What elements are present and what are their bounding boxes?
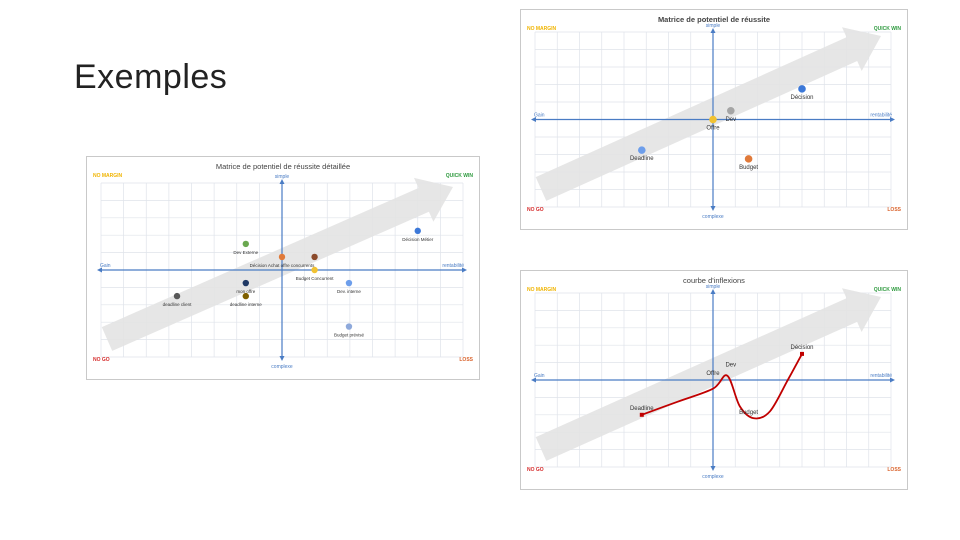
axis-label-right: rentabilité [870, 373, 892, 379]
data-point [278, 253, 286, 261]
corner-label-no-margin: NO MARGIN [527, 26, 557, 32]
corner-label-loss: LOSS [887, 467, 901, 473]
x-axis-arrowhead-right [462, 267, 467, 273]
chart-title: Matrice de potentiel de réussite détaill… [216, 162, 350, 171]
data-point [242, 279, 249, 287]
data-point [345, 279, 353, 287]
data-point-label: Décision Achat offre concurrents [250, 263, 315, 268]
matrix-svg: simple complexe Gain rentabilité Matrice de … [527, 15, 902, 220]
corner-label-no-go: NO GO [93, 357, 110, 363]
axis-label-right: rentabilité [870, 113, 892, 119]
corner-label-quick-win: QUICK WIN [874, 26, 902, 32]
axis-label-left: Gain [534, 373, 545, 379]
corner-label-no-go: NO GO [527, 467, 544, 473]
trend-arrow-shape [535, 288, 881, 461]
data-point-label: Deadline [630, 156, 654, 162]
data-point-label: deadline interne [230, 302, 263, 307]
x-axis-arrowhead-left [531, 117, 536, 122]
corner-label-quick-win: QUICK WIN [874, 287, 902, 293]
inflection-curve [641, 353, 803, 420]
data-point-label: Budget prévisé [334, 333, 365, 338]
corner-label-no-margin: NO MARGIN [93, 173, 123, 179]
x-axis-arrowhead-left [531, 377, 536, 383]
curve-point-label: Décision [790, 345, 813, 351]
data-point [727, 106, 735, 115]
data-point [638, 146, 646, 154]
data-point-label: mon offre [236, 289, 255, 294]
inflection-svg: simple complexe Gain rentabilité courbe d'in… [527, 276, 902, 480]
chart-title: Matrice de potentiel de réussite [658, 15, 770, 24]
inflection-curve-chart: simple complexe Gain rentabilité courbe d'in… [520, 270, 908, 490]
y-axis-arrowhead-top [279, 179, 285, 184]
detailed-matrix-chart: simple complexe Gain rentabilité Matrice de … [86, 156, 480, 380]
corner-label-no-go: NO GO [527, 207, 544, 213]
data-point-label: Dev. interne [337, 289, 361, 294]
corner-label-loss: LOSS [459, 357, 473, 363]
data-point [173, 292, 181, 300]
data-point-label: Offre [706, 126, 720, 132]
axis-label-top: simple [275, 174, 290, 180]
data-point-label: deadline client [163, 302, 193, 307]
axis-label-bottom: complexe [271, 364, 293, 370]
axis-label-bottom: complexe [702, 214, 724, 220]
axis-label-top: simple [706, 284, 721, 290]
y-axis-arrowhead-bottom [710, 466, 716, 471]
x-axis-arrowhead-left [97, 267, 102, 273]
data-point [311, 266, 318, 274]
trend-arrow-shape [535, 27, 881, 201]
y-axis-arrowhead-bottom [710, 206, 716, 211]
data-point-label: Budget [739, 165, 758, 171]
data-point [242, 292, 249, 300]
chart-title: courbe d'inflexions [683, 276, 745, 285]
data-point [414, 227, 421, 235]
data-point-label: Décision Métier [402, 237, 434, 242]
x-axis-arrowhead-right [890, 377, 895, 383]
corner-label-no-margin: NO MARGIN [527, 287, 557, 293]
data-point [345, 323, 353, 330]
y-axis-arrowhead-bottom [279, 356, 285, 361]
y-axis-arrowhead-top [710, 289, 716, 294]
data-point [709, 115, 717, 124]
curve-point-label: Dev [725, 362, 736, 368]
detailed-matrix-svg: simple complexe Gain rentabilité Matrice de … [93, 162, 474, 370]
curve-point-label: Deadline [630, 406, 654, 412]
axis-label-left: Gain [534, 113, 545, 119]
data-point-label: Décision [790, 95, 813, 101]
data-point-label: Dev [725, 117, 736, 123]
data-point [744, 155, 753, 163]
data-point [798, 85, 806, 93]
y-axis-arrowhead-top [710, 28, 716, 33]
axis-label-bottom: complexe [702, 474, 724, 480]
curve-start-marker [639, 412, 644, 417]
curve-point-label: Budget [739, 410, 758, 416]
x-axis-arrowhead-right [890, 117, 895, 122]
corner-label-loss: LOSS [887, 207, 901, 213]
axis-label-right: rentabilité [442, 263, 464, 269]
data-point [311, 253, 318, 261]
data-point-label: Dev Externe [233, 250, 258, 255]
axis-label-top: simple [706, 23, 721, 29]
curve-end-marker [800, 351, 804, 356]
data-point [242, 240, 249, 248]
axis-label-left: Gain [100, 263, 111, 269]
slide-title: Exemples [74, 58, 228, 96]
matrix-chart: simple complexe Gain rentabilité Matrice de … [520, 9, 908, 230]
data-point-label: Budget Concurrent [296, 276, 335, 281]
trend-arrow-shape [101, 177, 454, 351]
curve-point-label: Offre [706, 371, 720, 377]
corner-label-quick-win: QUICK WIN [446, 173, 474, 179]
